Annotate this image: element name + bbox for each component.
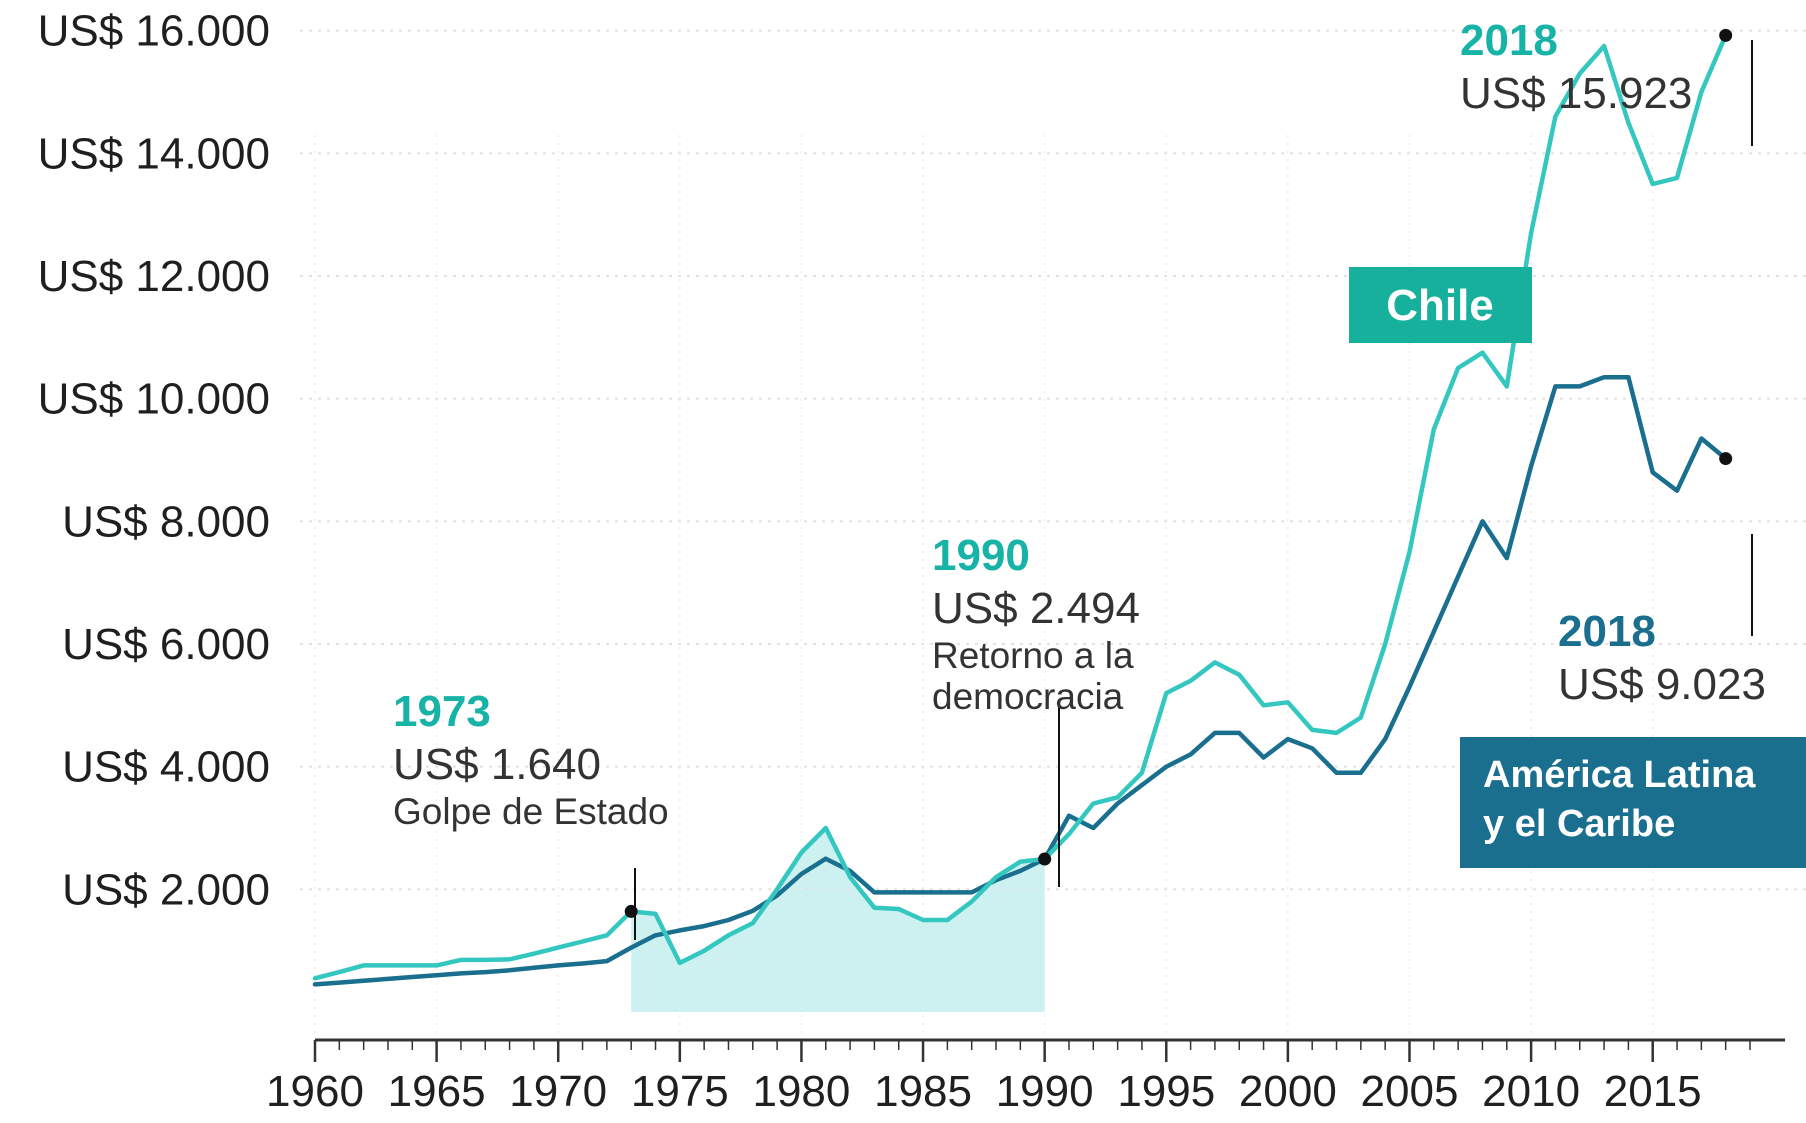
annotation-note: democracia (932, 676, 1124, 717)
latam-line (312, 374, 1728, 987)
x-tick-label: 2000 (1239, 1067, 1337, 1116)
annotation-value: US$ 9.023 (1558, 660, 1766, 709)
x-tick-label: 2015 (1604, 1067, 1702, 1116)
y-tick-label: US$ 12.000 (38, 252, 270, 301)
legend-label: Chile (1386, 281, 1494, 330)
x-tick-label: 1985 (874, 1067, 972, 1116)
chile-line (312, 33, 1728, 981)
y-tick-label: US$ 8.000 (62, 497, 270, 546)
x-tick-label: 1995 (1117, 1067, 1215, 1116)
x-tick-label: 1970 (509, 1067, 607, 1116)
y-tick-label: US$ 2.000 (62, 865, 270, 914)
annotation-marker (1719, 28, 1733, 42)
annotation-note: Golpe de Estado (393, 791, 669, 832)
x-tick-label: 1990 (996, 1067, 1094, 1116)
legend-label: América Latina (1483, 754, 1756, 796)
legend-box (1349, 267, 1532, 343)
annotation-year: 2018 (1558, 607, 1656, 656)
annotation-year: 1973 (393, 687, 491, 736)
shaded-period-area (631, 828, 1045, 1012)
y-tick-label: US$ 16.000 (38, 7, 270, 56)
annotation-year: 1990 (932, 531, 1030, 580)
y-tick-label: US$ 10.000 (38, 375, 270, 424)
x-tick-label: 2010 (1482, 1067, 1580, 1116)
y-tick-label: US$ 6.000 (62, 620, 270, 669)
annotation-marker (1038, 852, 1052, 866)
legend-box (1460, 737, 1806, 868)
annotation-year: 2018 (1460, 16, 1558, 65)
x-tick-label: 1965 (388, 1067, 486, 1116)
annotation-value: US$ 2.494 (932, 584, 1140, 633)
annotation-value: US$ 1.640 (393, 740, 601, 789)
annotation-marker (624, 904, 638, 918)
x-tick-label: 2005 (1361, 1067, 1459, 1116)
y-tick-label: US$ 4.000 (62, 743, 270, 792)
annotation-note: Retorno a la (932, 635, 1134, 676)
legend-latam: América Latina y el Caribe (1460, 737, 1806, 868)
legend-label: y el Caribe (1483, 803, 1675, 845)
annotation-marker (1719, 452, 1733, 466)
legend-chile: Chile (1349, 267, 1532, 343)
x-tick-label: 1975 (631, 1067, 729, 1116)
y-tick-label: US$ 14.000 (38, 129, 270, 178)
x-tick-label: 1980 (752, 1067, 850, 1116)
annotation-value: US$ 15.923 (1460, 69, 1692, 118)
x-tick-label: 1960 (266, 1067, 364, 1116)
